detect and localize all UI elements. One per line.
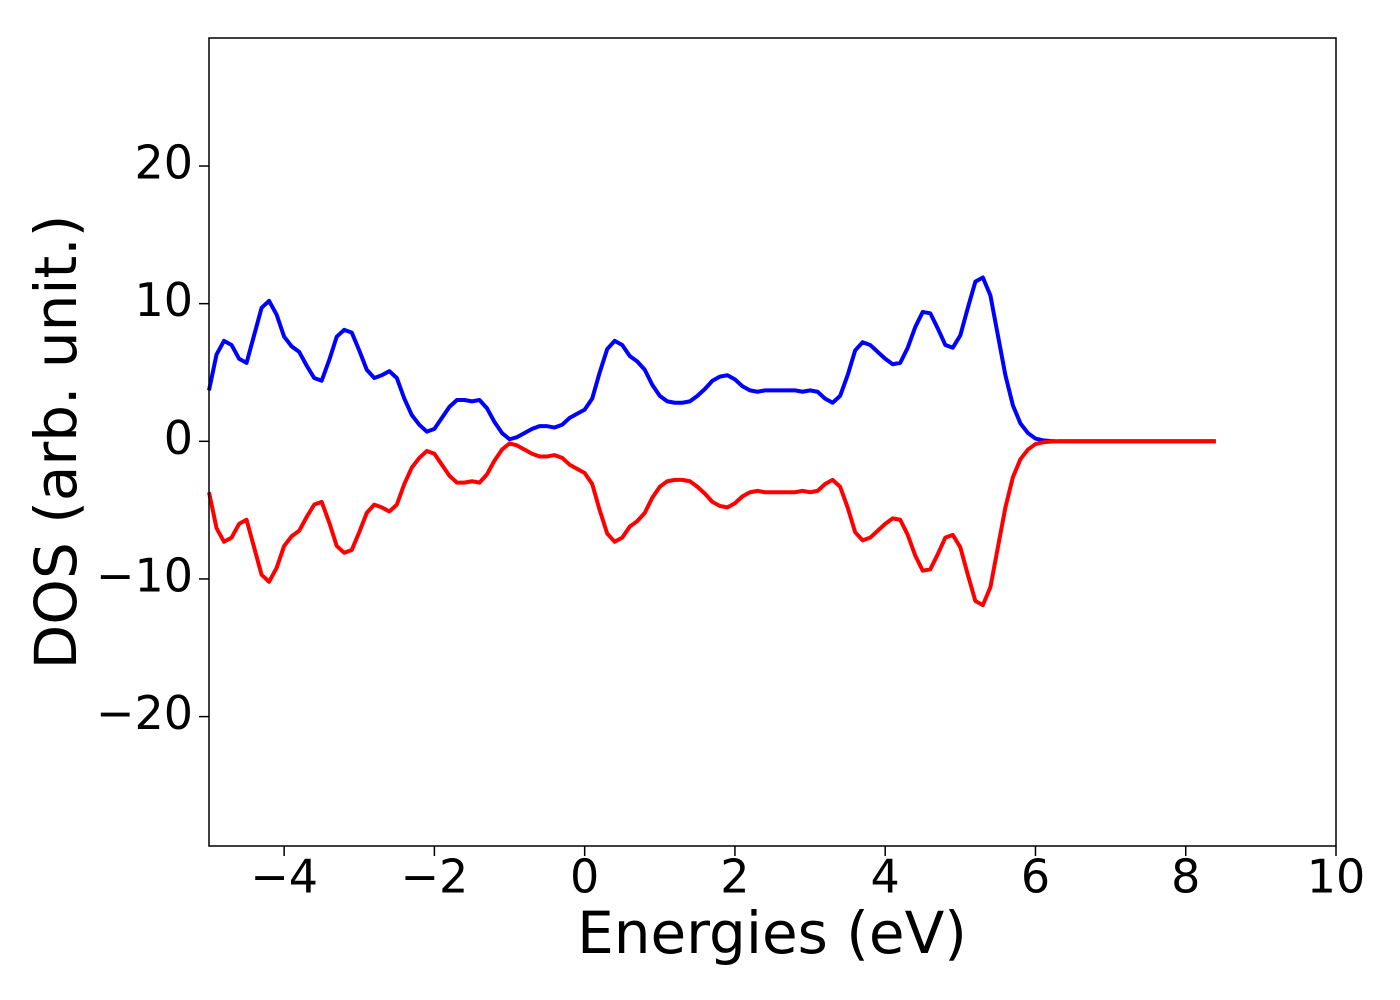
- x-axis-label: Energies (eV): [577, 899, 967, 967]
- plot-frame: [208, 37, 1337, 847]
- y-tick-label: 10: [134, 273, 193, 327]
- x-tick-label: 2: [720, 850, 749, 904]
- x-tick-label: 10: [1307, 850, 1366, 904]
- y-axis-label: DOS (arb. unit.): [22, 215, 90, 670]
- y-tick-label: 20: [134, 136, 193, 190]
- y-tick-label: −10: [96, 548, 193, 602]
- x-tick-label: 0: [570, 850, 599, 904]
- x-tick-label: −2: [400, 850, 468, 904]
- x-tick-label: 8: [1171, 850, 1200, 904]
- x-tick-label: 6: [1021, 850, 1050, 904]
- series-line: [207, 275, 1216, 444]
- y-tick-label: −20: [96, 686, 193, 740]
- y-tick-label: 0: [164, 411, 193, 465]
- x-tick-label: −4: [250, 850, 318, 904]
- series-line: [207, 439, 1216, 608]
- x-tick-label: 4: [871, 850, 900, 904]
